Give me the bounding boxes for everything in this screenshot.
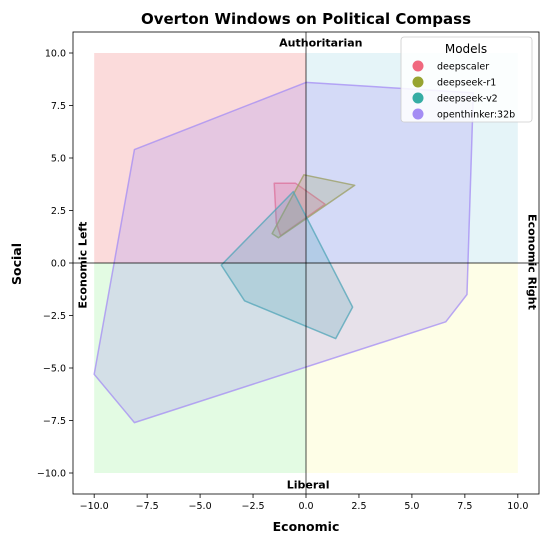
legend-marker xyxy=(412,108,424,120)
y-tick-label: −2.5 xyxy=(43,311,66,322)
y-tick-label: 0.0 xyxy=(51,259,66,270)
y-tick-label: 10.0 xyxy=(45,49,66,60)
polygon-deepseek-r1 xyxy=(271,174,356,239)
quadrant-1 xyxy=(94,53,306,263)
legend-items: deepscaler deepseek-r1 deepseek-v2 openthin… xyxy=(412,60,515,121)
x-tick-label: 7.5 xyxy=(457,501,472,512)
legend-marker xyxy=(412,60,424,72)
annotation-4: Economic Right xyxy=(526,214,539,310)
x-axis-label: Economic xyxy=(273,519,340,534)
legend-label: deepscaler xyxy=(437,62,489,73)
center-axis-lines xyxy=(73,32,539,494)
legend-label: deepseek-r1 xyxy=(437,78,496,89)
legend-title: Models xyxy=(445,42,487,56)
y-axis-label: Social xyxy=(9,243,24,285)
x-tick-label: −5.0 xyxy=(189,501,212,512)
quadrant-4 xyxy=(306,263,518,473)
annotation-2: Liberal xyxy=(287,479,330,492)
legend-marker xyxy=(412,92,424,104)
legend-label: deepseek-v2 xyxy=(437,94,498,105)
polygon-openthinker-32b xyxy=(93,81,475,424)
chart-title: Overton Windows on Political Compass xyxy=(141,10,471,28)
quadrant-annotations: Authoritarian Liberal Economic Left Economi… xyxy=(77,37,539,492)
x-tick-label: −7.5 xyxy=(136,501,159,512)
y-tick-label: 2.5 xyxy=(51,206,66,217)
x-tick-label: 5.0 xyxy=(404,501,419,512)
legend-box xyxy=(400,36,533,123)
legend-marker xyxy=(412,76,424,88)
x-tick-label: −10.0 xyxy=(80,501,109,512)
x-tick-label: 10.0 xyxy=(507,501,528,512)
legend-label: openthinker:32b xyxy=(437,110,515,121)
legend: Models deepscaler deepseek-r1 deepseek-v2 o… xyxy=(400,36,533,123)
polygon-deepseek-v2 xyxy=(220,190,354,340)
y-tick-label: −10.0 xyxy=(37,469,66,480)
y-tick-label: 5.0 xyxy=(51,154,66,165)
quadrant-3 xyxy=(94,263,306,473)
y-tick-label: −7.5 xyxy=(43,416,66,427)
y-tick-label: −5.0 xyxy=(43,364,66,375)
y-tick-label: 7.5 xyxy=(51,101,66,112)
y-axis-ticks: −10.0 −7.5 −5.0 −2.5 0.0 2.5 5.0 7.5 10.0 xyxy=(37,49,73,480)
x-tick-label: −2.5 xyxy=(242,501,265,512)
x-axis-ticks: −10.0 −7.5 −5.0 −2.5 0.0 2.5 5.0 7.5 10.0 xyxy=(80,494,528,512)
annotation-1: Authoritarian xyxy=(279,37,362,50)
annotation-3: Economic Left xyxy=(77,222,90,309)
overton-polygons xyxy=(93,81,475,424)
polygon-deepscaler xyxy=(273,182,326,237)
x-tick-label: 2.5 xyxy=(351,501,366,512)
x-tick-label: 0.0 xyxy=(298,501,313,512)
